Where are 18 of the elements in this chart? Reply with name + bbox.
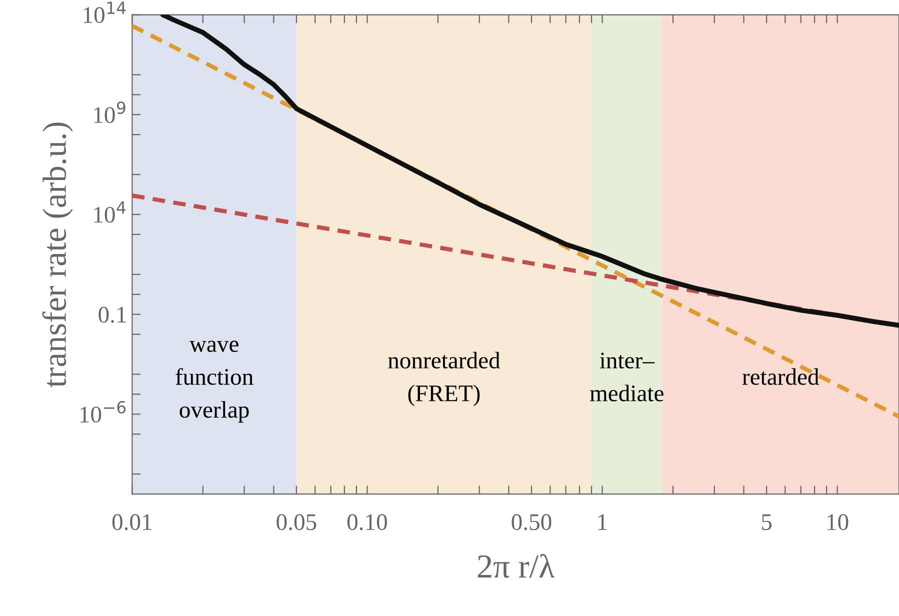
x-tick-label: 0.50 [512,514,552,530]
band-label: inter– mediate [590,352,664,402]
band-label: nonretarded (FRET) [388,352,500,406]
band-label: wave function overlap [176,340,254,423]
y-tick-label: 10$^{4}$ [94,201,126,223]
y-tick-label: 0.1 [98,306,126,323]
x-tick-label: 0.01 [112,514,152,530]
x-tick-label: 5 [762,514,772,530]
x-tick-label: 0.10 [347,514,387,530]
y-tick-label: 10$^{−6}$ [80,401,126,423]
x-axis-title: 2π r/λ [478,554,555,578]
band-label: retarded [742,368,820,385]
x-tick-label: 1 [598,514,607,530]
y-tick-label: 10$^{14}$ [84,2,126,24]
y-axis-title: transfer rate (arb.u.) [42,122,73,388]
y-tick-label: 10$^{9}$ [94,101,126,124]
x-tick-label: 10 [828,514,848,530]
x-tick-label: 0.05 [276,514,316,530]
